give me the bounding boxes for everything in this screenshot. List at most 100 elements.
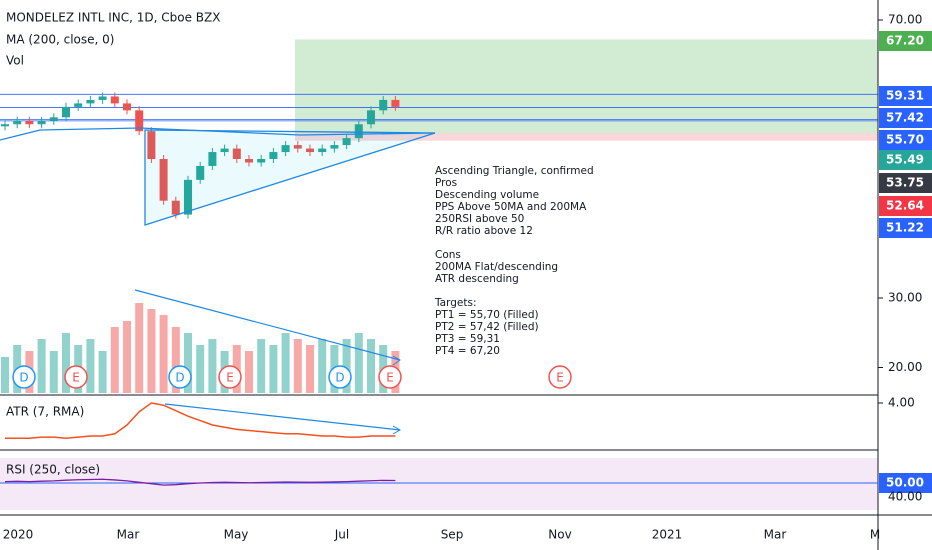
event-marker bbox=[64, 365, 88, 389]
event-marker bbox=[548, 365, 572, 389]
candle-body bbox=[232, 148, 241, 159]
candle-body bbox=[110, 96, 119, 104]
candle-body bbox=[245, 159, 253, 163]
event-label: D bbox=[335, 371, 344, 385]
target-zone bbox=[295, 39, 878, 133]
annotation-line: Targets: bbox=[434, 297, 477, 309]
volume-bar bbox=[98, 351, 107, 393]
candle-body bbox=[318, 148, 327, 153]
candle-body bbox=[367, 110, 375, 125]
candle-body bbox=[391, 99, 400, 107]
volume-bar bbox=[293, 339, 302, 393]
price-tag-label: 55.70 bbox=[886, 133, 924, 147]
volume-bar bbox=[342, 339, 351, 393]
volume-bar bbox=[245, 351, 253, 393]
arrow-head bbox=[392, 355, 401, 366]
volume-bar bbox=[147, 309, 156, 393]
candle-body bbox=[25, 120, 34, 125]
annotation-line: Pros bbox=[435, 177, 457, 189]
candle-body bbox=[196, 165, 205, 180]
event-label: E bbox=[72, 371, 80, 385]
volume-bar bbox=[367, 339, 375, 393]
x-tick-label: Sep bbox=[441, 528, 464, 542]
event-label: E bbox=[556, 371, 564, 385]
atr-label: ATR (7, RMA) bbox=[6, 405, 84, 419]
price-tag bbox=[879, 108, 932, 128]
price-tag bbox=[879, 173, 932, 193]
candle-body bbox=[62, 106, 70, 118]
volume-bar bbox=[196, 345, 205, 393]
rsi-tag bbox=[879, 473, 932, 493]
price-tick-label: 70.00 bbox=[888, 13, 922, 27]
candle-body bbox=[330, 145, 339, 149]
event-marker bbox=[378, 365, 402, 389]
arrow-head bbox=[392, 425, 402, 435]
annotation-line: 250RSI above 50 bbox=[435, 213, 524, 225]
volume-bar bbox=[123, 321, 131, 393]
atr-tick-label: 4.00 bbox=[888, 396, 915, 410]
candle-body bbox=[147, 131, 156, 159]
volume-bar bbox=[135, 303, 144, 393]
price-tag-label: 57.42 bbox=[886, 111, 924, 125]
volume-bar bbox=[354, 333, 363, 393]
candle-body bbox=[269, 152, 278, 159]
rsi-line bbox=[4, 478, 396, 486]
price-tag bbox=[879, 31, 932, 51]
event-marker bbox=[12, 365, 36, 389]
annotation-line: PT3 = 59,31 bbox=[435, 333, 500, 345]
stop-zone bbox=[295, 132, 878, 141]
candle-body bbox=[49, 117, 58, 121]
atr-line bbox=[5, 402, 396, 439]
candle-body bbox=[13, 120, 22, 125]
volume-bar bbox=[110, 327, 119, 393]
x-tick-label: May bbox=[224, 528, 249, 542]
annotation-line: Ascending Triangle, confirmed bbox=[435, 165, 594, 177]
x-tick-label: 2021 bbox=[652, 528, 683, 542]
price-tag-label: 52.64 bbox=[886, 199, 924, 213]
rsi-label: RSI (250, close) bbox=[6, 463, 100, 477]
volume-bar bbox=[306, 345, 314, 393]
price-tick-label: 20.00 bbox=[888, 360, 922, 374]
price-tag bbox=[879, 196, 932, 216]
price-tag bbox=[879, 130, 932, 150]
candle-body bbox=[74, 103, 83, 107]
candle-body bbox=[135, 110, 144, 132]
volume-bar bbox=[184, 333, 192, 393]
annotation-line: Descending volume bbox=[435, 189, 539, 201]
candle-body bbox=[98, 96, 107, 100]
volume-bar bbox=[318, 339, 327, 393]
volume-bar bbox=[159, 315, 168, 393]
x-tick-label: Mar bbox=[117, 528, 140, 542]
price-tag-label: 67.20 bbox=[886, 34, 924, 48]
candle-body bbox=[123, 103, 131, 111]
candle-body bbox=[293, 145, 302, 149]
trend-line bbox=[0, 127, 436, 141]
event-label: D bbox=[175, 371, 184, 385]
symbol-title: MONDELEZ INTL INC, 1D, Cboe BZX bbox=[6, 11, 220, 25]
candle-body bbox=[306, 148, 314, 153]
volume-trend bbox=[134, 289, 401, 361]
x-tick-label: Jul bbox=[334, 528, 349, 542]
volume-bar bbox=[86, 339, 95, 393]
candle-body bbox=[159, 159, 168, 201]
volume-bar bbox=[208, 339, 217, 393]
annotation-line: 200MA Flat/descending bbox=[435, 261, 558, 273]
annotation-line: R/R ratio above 12 bbox=[435, 225, 533, 237]
price-tag bbox=[879, 86, 932, 106]
candle-body bbox=[281, 145, 290, 153]
x-tick-label: 2020 bbox=[3, 528, 34, 542]
volume-bar bbox=[49, 351, 58, 393]
price-tick-label: 30.00 bbox=[888, 291, 922, 305]
event-marker bbox=[328, 365, 352, 389]
candle-body bbox=[171, 200, 180, 215]
atr-trend bbox=[164, 403, 401, 431]
volume-bar bbox=[269, 345, 278, 393]
candle-body bbox=[342, 138, 351, 146]
volume-bar bbox=[171, 327, 180, 393]
annotation-line: Cons bbox=[435, 249, 461, 261]
x-tick-label: Nov bbox=[548, 528, 571, 542]
volume-bar bbox=[281, 333, 290, 393]
vol-label: Vol bbox=[6, 54, 24, 68]
